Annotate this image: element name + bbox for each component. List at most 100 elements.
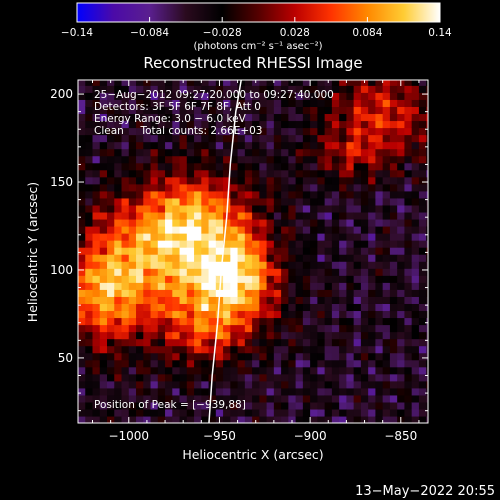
- heatmap-cell: [411, 176, 420, 185]
- heatmap-cell: [375, 113, 384, 122]
- heatmap-cell: [237, 254, 246, 262]
- heatmap-cell: [85, 162, 94, 171]
- heatmap-cell: [302, 401, 311, 410]
- heatmap-cell: [310, 394, 318, 403]
- heatmap-cell: [360, 218, 369, 227]
- heatmap-cell: [360, 359, 369, 368]
- heatmap-cell: [165, 85, 173, 93]
- heatmap-cell: [368, 155, 377, 164]
- heatmap-cell: [259, 80, 268, 86]
- heatmap-cell: [114, 247, 123, 255]
- chart-title: Reconstructed RHESSI Image: [143, 54, 362, 72]
- heatmap-cell: [186, 85, 195, 93]
- heatmap-cell: [339, 85, 347, 93]
- heatmap-cell: [353, 352, 362, 361]
- heatmap-cell: [194, 155, 202, 164]
- heatmap-cell: [128, 169, 137, 178]
- heatmap-cell: [230, 366, 239, 375]
- heatmap-cell: [375, 408, 384, 417]
- heatmap-cell: [324, 268, 333, 276]
- heatmap-cell: [128, 141, 137, 150]
- heatmap-cell: [317, 80, 326, 86]
- heatmap-cell: [172, 155, 181, 164]
- heatmap-cell: [266, 148, 275, 157]
- heatmap-cell: [360, 106, 369, 115]
- heatmap-cell: [426, 204, 428, 213]
- heatmap-cell: [317, 85, 326, 93]
- heatmap-cell: [411, 225, 420, 234]
- heatmap-cell: [310, 289, 318, 297]
- heatmap-cell: [85, 190, 94, 199]
- heatmap-cell: [382, 183, 391, 192]
- heatmap-cell: [368, 261, 377, 269]
- heatmap-cell: [273, 387, 282, 396]
- heatmap-cell: [107, 380, 115, 389]
- heatmap-cell: [92, 338, 101, 347]
- heatmap-cell: [172, 106, 181, 115]
- heatmap-cell: [99, 310, 108, 319]
- heatmap-cell: [288, 380, 297, 389]
- heatmap-cell: [346, 394, 355, 403]
- heatmap-cell: [143, 303, 152, 312]
- heatmap-cell: [186, 359, 195, 368]
- heatmap-cell: [426, 134, 428, 143]
- heatmap-cell: [389, 268, 398, 276]
- heatmap-cell: [92, 176, 101, 185]
- heatmap-cell: [353, 324, 362, 333]
- heatmap-cell: [230, 106, 239, 115]
- heatmap-cell: [252, 289, 260, 297]
- heatmap-cell: [92, 380, 101, 389]
- heatmap-cell: [179, 225, 188, 234]
- heatmap-cell: [397, 261, 406, 269]
- heatmap-cell: [411, 80, 420, 86]
- heatmap-cell: [382, 394, 391, 403]
- heatmap-cell: [302, 408, 311, 417]
- heatmap-cell: [259, 352, 268, 361]
- heatmap-cell: [324, 190, 333, 199]
- heatmap-cell: [382, 134, 391, 143]
- heatmap-cell: [418, 197, 427, 206]
- heatmap-cell: [259, 99, 268, 107]
- heatmap-cell: [230, 317, 239, 326]
- heatmap-cell: [201, 197, 210, 206]
- heatmap-cell: [302, 254, 311, 262]
- heatmap-cell: [426, 80, 428, 86]
- heatmap-cell: [360, 317, 369, 326]
- heatmap-cell: [331, 268, 340, 276]
- heatmap-cell: [150, 338, 159, 347]
- heatmap-cell: [99, 352, 108, 361]
- heatmap-cell: [418, 282, 427, 290]
- heatmap-cell: [353, 233, 362, 241]
- heatmap-cell: [353, 366, 362, 375]
- heatmap-cell: [223, 106, 231, 115]
- heatmap-cell: [78, 247, 86, 255]
- heatmap-cell: [411, 169, 420, 178]
- heatmap-cell: [411, 134, 420, 143]
- heatmap-cell: [78, 106, 86, 115]
- heatmap-cell: [266, 359, 275, 368]
- heatmap-cell: [310, 338, 318, 347]
- heatmap-cell: [382, 303, 391, 312]
- heatmap-cell: [310, 80, 318, 86]
- heatmap-cell: [201, 394, 210, 403]
- heatmap-cell: [172, 415, 181, 423]
- heatmap-cell: [143, 282, 152, 290]
- colorbar-tick-label: 0.14: [428, 27, 452, 39]
- heatmap-cell: [389, 141, 398, 150]
- heatmap-cell: [85, 359, 94, 368]
- heatmap-cell: [107, 289, 115, 297]
- heatmap-cell: [259, 359, 268, 368]
- heatmap-cell: [107, 106, 115, 115]
- heatmap-cell: [85, 85, 94, 93]
- heatmap-cell: [99, 169, 108, 178]
- heatmap-cell: [397, 197, 406, 206]
- heatmap-cell: [331, 415, 340, 423]
- heatmap-cell: [157, 155, 166, 164]
- heatmap-cell: [157, 289, 166, 297]
- heatmap-cell: [165, 127, 173, 136]
- heatmap-cell: [339, 240, 347, 248]
- heatmap-cell: [172, 408, 181, 417]
- heatmap-cell: [172, 275, 181, 283]
- heatmap-cell: [411, 310, 420, 319]
- heatmap-cell: [404, 268, 413, 276]
